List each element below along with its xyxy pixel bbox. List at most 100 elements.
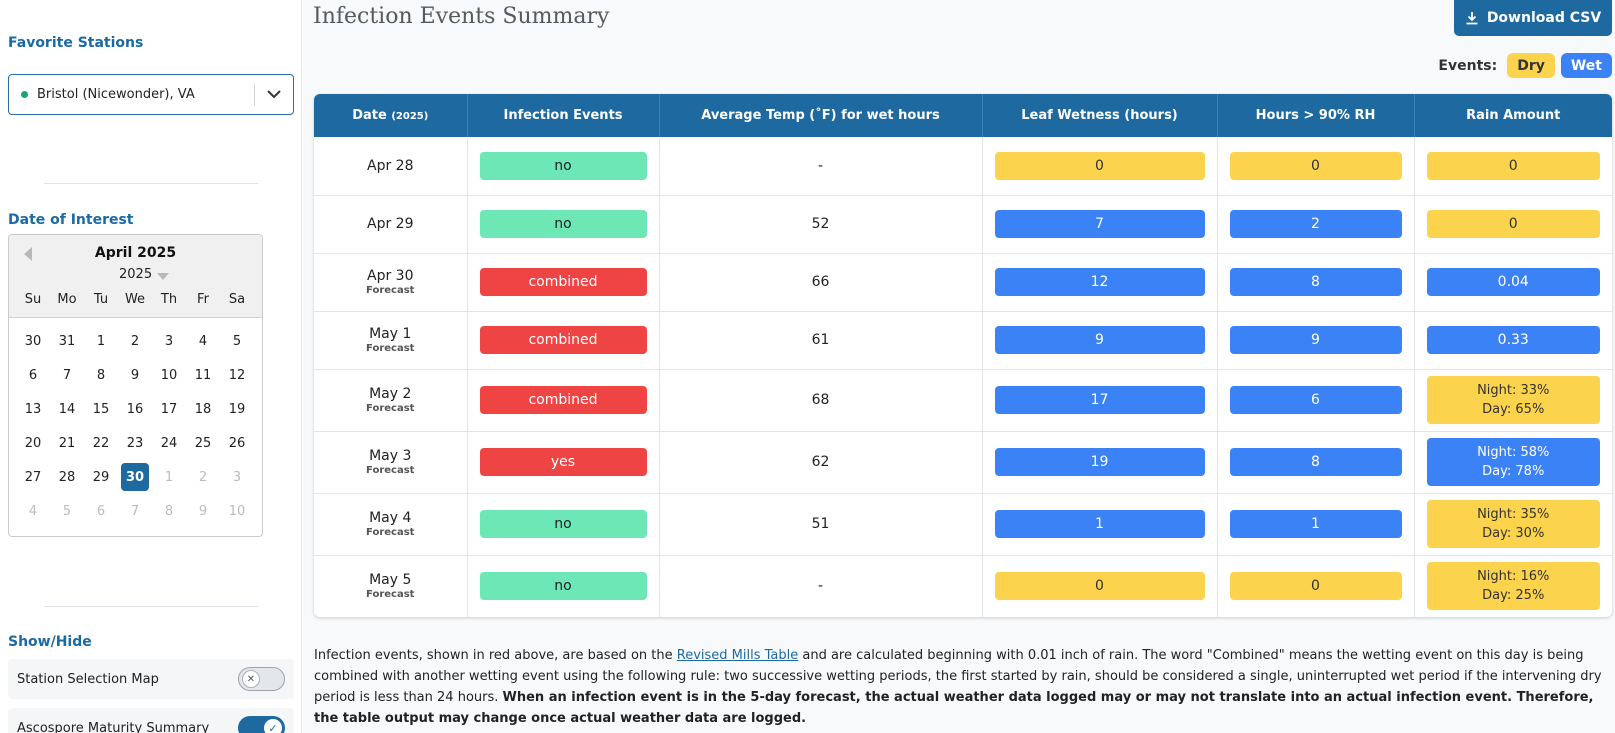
rh-hours-chip: 9	[1229, 326, 1402, 354]
download-csv-label: Download CSV	[1486, 10, 1602, 26]
calendar-day[interactable]: 29	[92, 469, 110, 485]
calendar-day[interactable]: 1	[164, 469, 174, 485]
rain-cell: Night: 35% Day: 30%	[1414, 493, 1612, 556]
calendar-day[interactable]: 10	[160, 367, 178, 383]
rain-cell: Night: 16% Day: 25%	[1414, 555, 1612, 617]
calendar-day[interactable]: 25	[194, 435, 212, 451]
rh-hours-chip: 6	[1229, 386, 1402, 414]
col-infection-events: Infection Events	[467, 94, 660, 137]
calendar-day[interactable]: 16	[126, 401, 144, 417]
leaf-wetness-chip: 0	[994, 572, 1205, 601]
calendar-day[interactable]: 11	[194, 367, 212, 383]
infection-chip: combined	[479, 268, 647, 296]
calendar-day[interactable]: 2	[198, 469, 208, 485]
calendar-day[interactable]: 18	[194, 401, 212, 417]
rain-chip: Night: 33% Day: 65%	[1426, 376, 1600, 424]
calendar-day[interactable]: 10	[228, 503, 246, 519]
calendar-day[interactable]: 22	[92, 435, 110, 451]
station-status-dot	[21, 91, 28, 98]
rh-hours-cell: 8	[1217, 431, 1415, 494]
leaf-wetness-cell: 7	[982, 195, 1218, 254]
calendar-month-label: April 2025	[94, 245, 177, 261]
calendar-day[interactable]: 9	[198, 503, 208, 519]
date-calendar: April 2025 2025 Su Mo Tu We Th Fr Sa 30 31 1 2 3 4 5…	[8, 234, 263, 537]
date-cell: Apr 29	[314, 195, 468, 254]
col-date: Date (2025)	[314, 94, 468, 137]
station-map-toggle[interactable]: ✕	[238, 667, 285, 691]
infection-cell: no	[467, 195, 660, 254]
date-of-interest-title: Date of Interest	[8, 212, 134, 228]
rh-hours-chip: 0	[1229, 572, 1402, 601]
calendar-day[interactable]: 19	[228, 401, 246, 417]
calendar-day[interactable]: 21	[58, 435, 76, 451]
calendar-day[interactable]: 3	[164, 333, 174, 349]
calendar-day-selected[interactable]: 30	[118, 460, 152, 494]
rain-cell: 0.04	[1414, 253, 1612, 312]
calendar-day[interactable]: 26	[228, 435, 246, 451]
calendar-day[interactable]: 14	[58, 401, 76, 417]
calendar-day[interactable]: 17	[160, 401, 178, 417]
temp-cell: 51	[659, 493, 983, 556]
calendar-day[interactable]: 9	[130, 367, 140, 383]
weekday-label: Sa	[228, 292, 246, 307]
sidebar: Favorite Stations Bristol (Nicewonder), …	[0, 0, 302, 733]
calendar-day[interactable]: 6	[96, 503, 106, 519]
toggle-label: Station Selection Map	[17, 671, 159, 687]
date-cell: May 5 Forecast	[314, 555, 468, 617]
calendar-weekdays: Su Mo Tu We Th Fr Sa	[16, 292, 254, 307]
rain-chip: 0	[1426, 210, 1600, 238]
footnote: Infection events, shown in red above, ar…	[314, 648, 1602, 726]
calendar-year-select[interactable]: 2025	[119, 267, 153, 282]
calendar-day[interactable]: 5	[232, 333, 242, 349]
prev-month-icon[interactable]	[24, 247, 32, 261]
download-csv-button[interactable]: Download CSV	[1454, 0, 1612, 36]
rain-chip: Night: 35% Day: 30%	[1426, 500, 1600, 548]
calendar-day[interactable]: 1	[96, 333, 106, 349]
leaf-wetness-chip: 19	[994, 448, 1205, 476]
rh-hours-chip: 0	[1229, 151, 1402, 180]
calendar-day[interactable]: 31	[58, 333, 76, 349]
rain-chip: 0	[1426, 151, 1600, 180]
temp-cell: 52	[659, 195, 983, 254]
ascospore-summary-toggle[interactable]: ✓	[238, 716, 285, 733]
infection-cell: no	[467, 137, 660, 196]
calendar-day[interactable]: 7	[130, 503, 140, 519]
rain-cell: 0.33	[1414, 311, 1612, 370]
station-select[interactable]: Bristol (Nicewonder), VA	[8, 74, 294, 115]
calendar-day[interactable]: 8	[96, 367, 106, 383]
show-hide-title: Show/Hide	[8, 634, 92, 650]
calendar-day[interactable]: 4	[198, 333, 208, 349]
infection-cell: combined	[467, 369, 660, 432]
calendar-day[interactable]: 24	[160, 435, 178, 451]
col-rh-hours: Hours > 90% RH	[1217, 94, 1415, 137]
rh-hours-cell: 6	[1217, 369, 1415, 432]
calendar-day[interactable]: 28	[58, 469, 76, 485]
table-row: May 1 Forecast combined 61 9 9 0.33	[314, 311, 1612, 370]
calendar-day[interactable]: 12	[228, 367, 246, 383]
date-cell: May 1 Forecast	[314, 311, 468, 370]
table-row: Apr 28 no -0 0 0	[314, 137, 1612, 196]
revised-mills-table-link[interactable]: Revised Mills Table	[676, 648, 799, 663]
rh-hours-cell: 0	[1217, 137, 1415, 196]
infection-cell: combined	[467, 253, 660, 312]
leaf-wetness-cell: 9	[982, 311, 1218, 370]
calendar-day[interactable]: 3	[232, 469, 242, 485]
calendar-day[interactable]: 15	[92, 401, 110, 417]
calendar-day[interactable]: 4	[28, 503, 38, 519]
calendar-day[interactable]: 27	[24, 469, 42, 485]
legend-dry: Dry	[1507, 53, 1555, 78]
calendar-day[interactable]: 8	[164, 503, 174, 519]
leaf-wetness-chip: 17	[994, 386, 1205, 414]
calendar-day[interactable]: 2	[130, 333, 140, 349]
calendar-day[interactable]: 7	[62, 367, 72, 383]
calendar-day[interactable]: 23	[126, 435, 144, 451]
calendar-day[interactable]: 13	[24, 401, 42, 417]
calendar-day[interactable]: 30	[24, 333, 42, 349]
calendar-day[interactable]: 20	[24, 435, 42, 451]
year-dropdown-icon[interactable]	[157, 273, 169, 280]
calendar-day[interactable]: 5	[62, 503, 72, 519]
calendar-day[interactable]: 6	[28, 367, 38, 383]
section-divider	[44, 183, 258, 184]
weekday-label: Fr	[197, 292, 209, 307]
chevron-down-icon[interactable]	[255, 75, 293, 114]
